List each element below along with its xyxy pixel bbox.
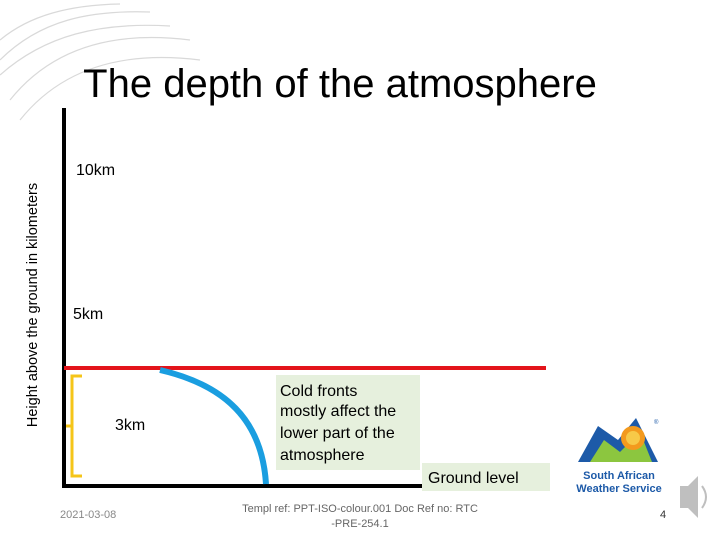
slide-title: The depth of the atmosphere xyxy=(83,62,597,106)
footer-ref: -PRE-254.1 xyxy=(331,518,388,530)
label-bg xyxy=(110,410,152,438)
cold-front-curve xyxy=(159,367,269,485)
logo-text: South African xyxy=(583,470,655,482)
footer-date: 2021-03-08 xyxy=(60,509,116,521)
callout-box xyxy=(276,375,420,470)
audio-icon[interactable] xyxy=(680,476,707,518)
callout-line: lower part of the xyxy=(280,425,395,442)
label-bg xyxy=(70,298,110,326)
callout-line: mostly affect the xyxy=(280,403,396,420)
callout-line: atmosphere xyxy=(280,447,365,464)
decor-swirls xyxy=(0,3,201,121)
level-label: 3km xyxy=(115,417,145,434)
level-label: 5km xyxy=(73,306,103,323)
ground-box xyxy=(422,463,550,491)
axis-label: Height above the ground in kilometers xyxy=(25,183,41,427)
level-label: 10km xyxy=(76,162,115,179)
ground-label: Ground level xyxy=(428,470,519,487)
bracket xyxy=(66,374,82,478)
logo: ® South African Weather Service xyxy=(576,418,662,495)
page-number: 4 xyxy=(660,509,666,521)
svg-text:®: ® xyxy=(654,419,659,426)
label-bg xyxy=(73,154,131,182)
callout-line: Cold fronts xyxy=(280,383,357,400)
footer-ref: Templ ref: PPT-ISO-colour.001 Doc Ref no… xyxy=(242,503,478,515)
logo-text: Weather Service xyxy=(576,483,661,495)
